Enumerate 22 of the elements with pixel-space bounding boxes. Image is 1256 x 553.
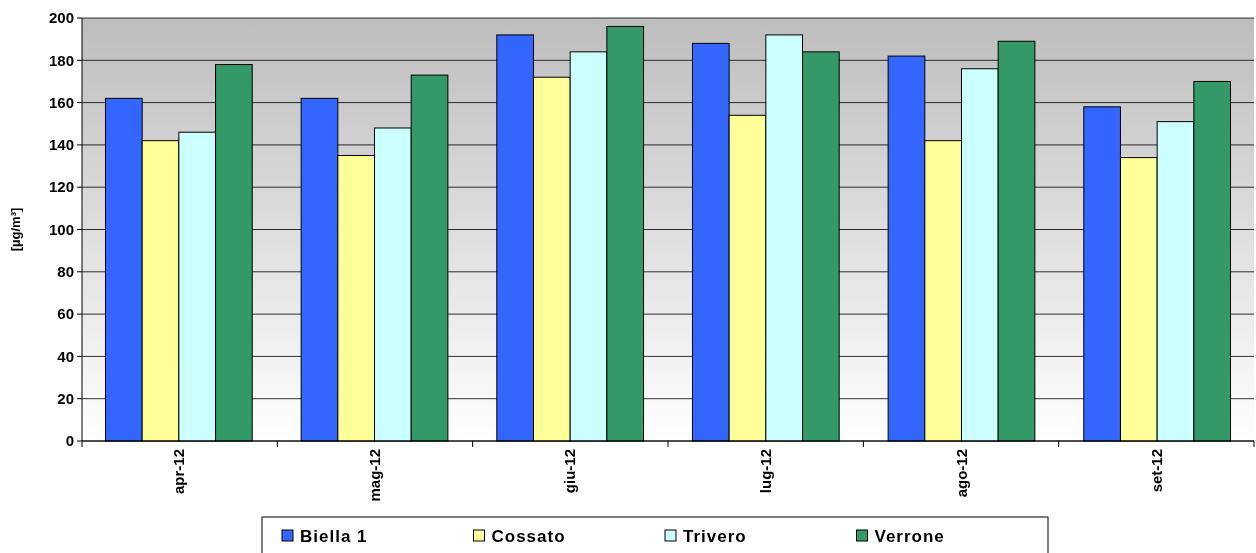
y-tick-label: 40 <box>57 347 74 365</box>
x-tick-label: ago-12 <box>952 449 970 498</box>
y-tick-label: 120 <box>48 178 74 196</box>
y-tick-label: 200 <box>48 9 74 27</box>
legend-label: Biella 1 <box>300 526 368 546</box>
x-tick-label: lug-12 <box>757 449 775 494</box>
y-tick-label: 0 <box>65 432 74 450</box>
y-tick-label: 20 <box>57 389 74 407</box>
x-tick-label: set-12 <box>1148 449 1166 493</box>
y-tick-label: 160 <box>48 93 74 111</box>
y-tick-label: 60 <box>57 305 74 323</box>
y-tick-label: 100 <box>48 220 74 238</box>
y-axis-title: [µg/m³] <box>8 207 23 252</box>
legend-label: Verrone <box>874 526 945 546</box>
x-tick-label: giu-12 <box>561 449 579 494</box>
legend-label: Trivero <box>683 526 747 546</box>
y-tick-label: 140 <box>48 136 74 154</box>
x-tick-label: apr-12 <box>170 449 188 495</box>
legend-label: Cossato <box>491 526 566 546</box>
y-tick-label: 180 <box>48 51 74 69</box>
x-tick-label: mag-12 <box>365 449 383 502</box>
y-tick-label: 80 <box>57 263 74 281</box>
